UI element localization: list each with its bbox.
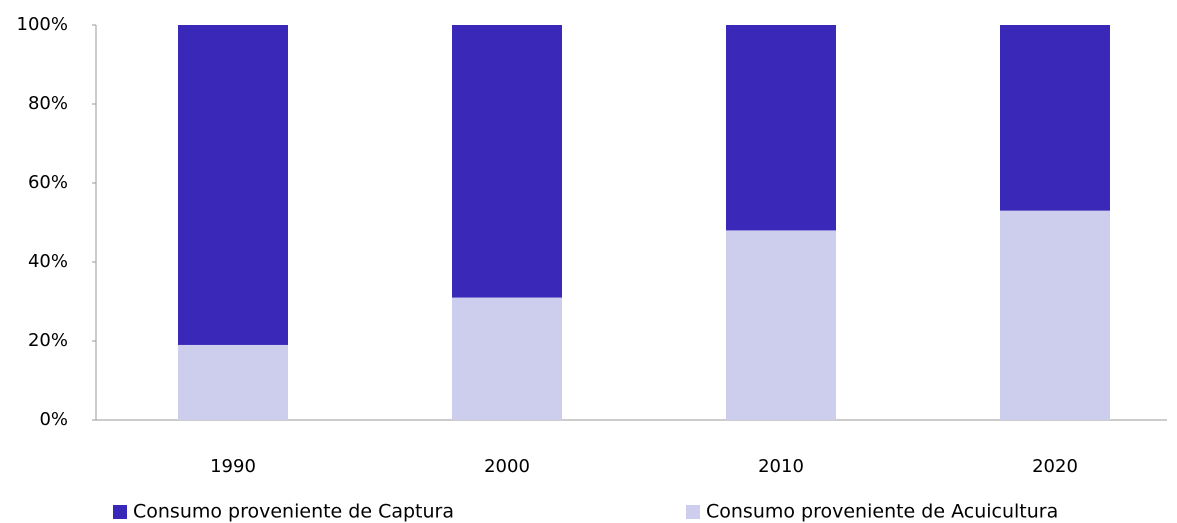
- y-tick-label: 20%: [28, 330, 68, 351]
- x-tick-label: 1990: [210, 456, 256, 477]
- y-tick-label: 40%: [28, 251, 68, 272]
- legend-swatch: [113, 505, 127, 519]
- bar-segment: [1000, 25, 1110, 211]
- bar-segment: [1000, 210, 1110, 420]
- x-tick-label: 2020: [1032, 456, 1078, 477]
- y-tick-label: 80%: [28, 93, 68, 114]
- legend-swatch: [686, 505, 700, 519]
- y-tick-label: 100%: [17, 14, 68, 35]
- bar-segment: [726, 25, 836, 231]
- bar-segment: [726, 230, 836, 420]
- bar-segment: [178, 25, 288, 345]
- legend-label: Consumo proveniente de Acuicultura: [706, 501, 1058, 523]
- bar-segment: [452, 25, 562, 298]
- y-tick-label: 60%: [28, 172, 68, 193]
- y-tick-label: 0%: [39, 409, 68, 430]
- x-tick-label: 2010: [758, 456, 804, 477]
- bar-segment: [452, 297, 562, 420]
- legend-label: Consumo proveniente de Captura: [133, 501, 454, 523]
- bar-segment: [178, 344, 288, 420]
- x-tick-label: 2000: [484, 456, 530, 477]
